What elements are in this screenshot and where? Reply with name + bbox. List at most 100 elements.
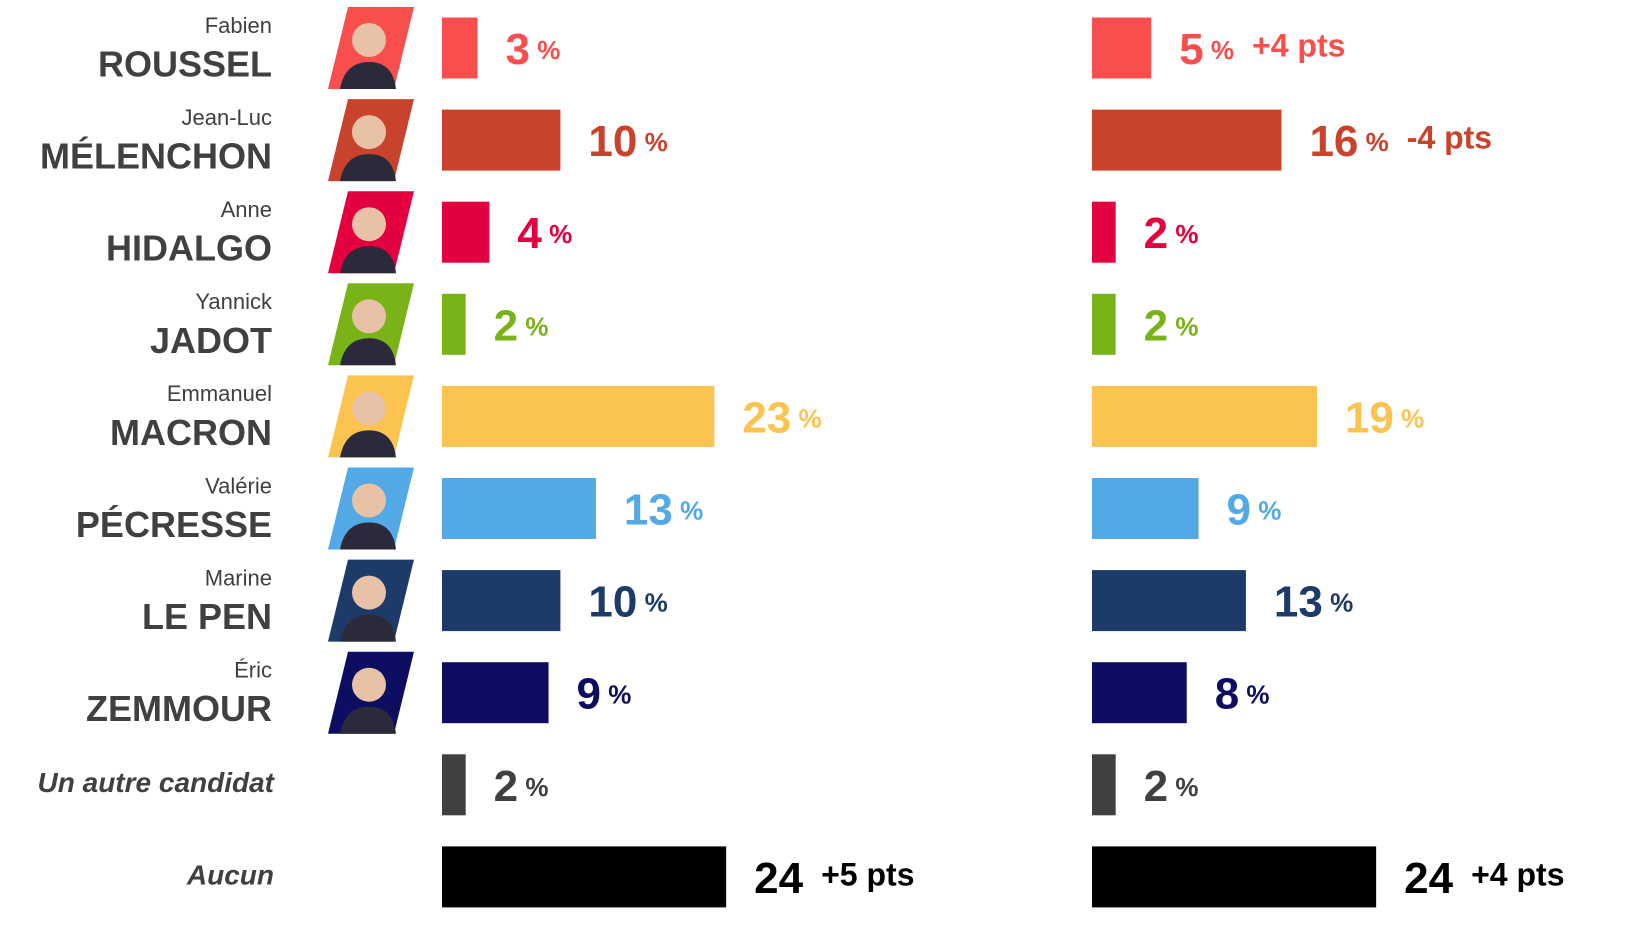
value-label-part: % [1204,35,1234,65]
value-label-part: 5 [1179,25,1203,74]
last-name: HIDALGO [106,228,272,269]
photo-head [352,667,386,702]
photo-body [340,154,396,182]
value-label-part: % [1323,587,1353,617]
value-label-part: 2 [1144,301,1168,350]
first-name: Jean-Luc [181,105,272,130]
bar [442,478,596,539]
value-label-part: % [1239,680,1269,710]
photo-body [340,338,396,366]
bar [1092,385,1317,447]
value-label-part: 8 [1215,669,1239,718]
bar [442,109,561,171]
value-label-part: 9 [1227,485,1251,534]
value-label-part: 24 [754,854,803,903]
value-label-part: 10 [588,577,637,626]
value-label: 16 % [1309,117,1388,166]
bar [442,662,549,724]
value-label-part: 4 [517,209,542,258]
bar [442,201,490,263]
value-label: 23 % [742,393,821,442]
last-name: ROUSSEL [98,44,272,85]
change-label: +4 pts [1471,856,1564,892]
photo-head [352,115,386,150]
bar [1092,570,1246,632]
value-label: 4 % [517,209,572,258]
value-label-part: 2 [1144,209,1168,258]
change-label: +4 pts [1252,27,1345,63]
value-label-part: 10 [588,117,637,166]
photo-body [340,430,396,458]
value-label: 2 % [494,761,549,810]
first-name: Fabien [205,13,272,38]
last-name: JADOT [150,320,272,361]
first-name: Emmanuel [167,381,272,406]
value-label: 19 % [1345,393,1424,442]
bar [1092,109,1282,171]
bar [442,385,715,447]
value-label: 2 % [1144,761,1199,810]
value-label-part: % [1358,127,1388,157]
photo-head [352,207,386,242]
value-label-part: 13 [624,485,673,534]
bar [442,17,478,79]
value-label-part: % [530,35,560,65]
photo-head [352,483,386,518]
last-name: PÉCRESSE [76,504,272,545]
value-label-part: 23 [742,393,791,442]
first-name: Marine [205,565,272,590]
first-name: Valérie [205,473,272,498]
value-label: 9 % [1227,485,1282,534]
value-label: 9 % [577,669,632,718]
first-name: Éric [234,658,272,683]
change-label: -4 pts [1407,120,1492,156]
value-label-part: % [673,495,703,525]
value-label-part: 2 [494,761,518,810]
last-name: ZEMMOUR [86,688,272,729]
value-label: 13 % [624,485,703,534]
value-label-part: 16 [1309,117,1358,166]
bar [1092,201,1116,263]
value-label-part: % [1168,772,1198,802]
bar [442,846,727,908]
bar [1092,662,1187,724]
first-name: Anne [221,197,272,222]
bar [1092,754,1116,816]
bar [1092,846,1377,908]
value-label-part: 2 [494,301,518,350]
category-label: Aucun [186,859,274,890]
value-label: 24 [754,854,803,903]
bar [1092,478,1199,539]
value-label: 3 % [506,25,561,74]
bar [442,293,466,355]
photo-body [340,614,396,642]
photo-head [352,575,386,610]
value-label-part: % [518,311,548,341]
photo-body [340,246,396,274]
value-label: 8 % [1215,669,1270,718]
value-label: 2 % [1144,301,1199,350]
value-label-part: 13 [1274,577,1323,626]
value-label-part: % [1168,311,1198,341]
bar [442,570,561,632]
last-name: MÉLENCHON [40,136,272,177]
value-label-part: % [637,587,667,617]
value-label-part: % [542,219,572,249]
category-label: Un autre candidat [38,767,276,798]
photo-head [352,299,386,334]
value-label: 2 % [1144,209,1199,258]
value-label-part: % [601,680,631,710]
value-label-part: 3 [506,25,530,74]
photo-head [352,23,386,57]
value-label-part: 9 [577,669,601,718]
last-name: LE PEN [142,596,272,637]
value-label-part: % [1251,495,1281,525]
value-label: 10 % [588,577,667,626]
value-label: 2 % [494,301,549,350]
photo-body [340,62,396,89]
bar [1092,293,1116,355]
value-label-part: % [791,403,821,433]
change-label: +5 pts [821,856,914,892]
